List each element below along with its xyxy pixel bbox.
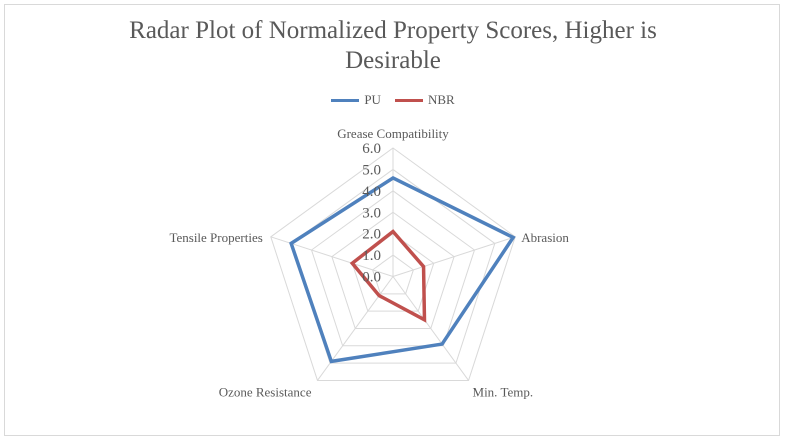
legend-item-nbr: NBR [394, 92, 455, 108]
legend: PU NBR [0, 92, 786, 108]
grid-spoke [392, 276, 469, 381]
category-label: Abrasion [521, 230, 569, 245]
tick-label: 5.0 [362, 162, 381, 178]
grid-ring [331, 211, 455, 329]
legend-label-nbr: NBR [427, 92, 455, 107]
tick-label: 1.0 [362, 248, 381, 264]
title-line-2: Desirable [345, 47, 441, 74]
chart-title: Radar Plot of Normalized Property Scores… [0, 16, 786, 76]
category-label: Ozone Resistance [219, 384, 312, 399]
grid-ring [372, 254, 414, 295]
category-label: Grease Compatibility [337, 126, 449, 141]
tick-label: 3.0 [362, 205, 381, 221]
tick-label: 2.0 [362, 227, 381, 243]
category-label: Min. Temp. [473, 384, 534, 399]
chart-area [4, 4, 780, 436]
series-nbr [349, 229, 427, 323]
tick-label: 6.0 [362, 141, 381, 157]
title-line-1: Radar Plot of Normalized Property Scores… [129, 17, 657, 44]
category-label: Tensile Properties [169, 230, 262, 245]
tick-label: 0.0 [362, 270, 381, 286]
grid-ring [270, 147, 516, 381]
tick-label: 4.0 [362, 184, 381, 200]
series-pu [289, 175, 516, 364]
grid-spoke [392, 236, 516, 277]
grid-ring [310, 190, 476, 347]
legend-swatch-pu [331, 98, 360, 102]
legend-label-pu: PU [364, 92, 381, 107]
legend-item-pu: PU [331, 92, 381, 108]
legend-swatch-nbr [394, 98, 423, 102]
